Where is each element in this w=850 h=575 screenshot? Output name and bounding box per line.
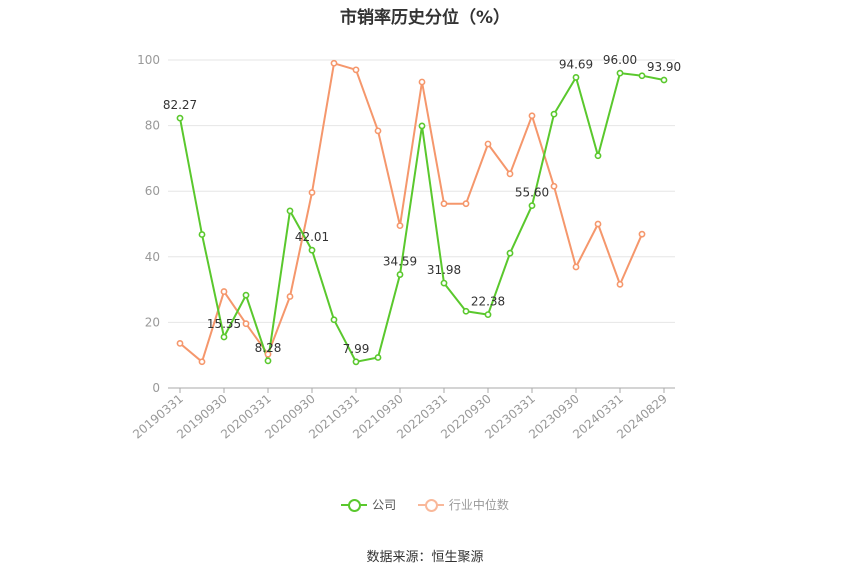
data-point [242,320,250,328]
data-point [176,114,184,122]
y-axis-ticks: 0 20 40 60 80 100 [137,53,160,395]
data-label: 42.01 [295,230,329,244]
data-point [528,202,536,210]
data-point [330,316,338,324]
data-point [264,357,272,365]
legend-item-company[interactable]: 公司 [341,496,396,513]
data-point [594,220,602,228]
data-point [616,280,624,288]
data-label: 22.38 [471,295,505,309]
data-point [198,231,206,238]
legend: 公司 行业中位数 [0,496,850,515]
data-point [374,127,382,135]
data-point [462,307,470,315]
data-label: 93.90 [647,60,681,74]
data-point [550,182,558,190]
data-point [616,69,624,77]
data-point [572,74,580,81]
data-point [352,66,360,74]
series-line-0 [179,72,665,363]
data-source: 数据来源：恒生聚源 [366,550,484,565]
series-line-1 [179,62,643,363]
data-point [638,230,646,238]
data-label: 34.59 [383,255,417,269]
y-tick-label: 0 [152,381,160,395]
y-tick-label: 80 [145,119,160,133]
data-point [418,78,426,86]
y-tick-label: 100 [137,53,160,67]
legend-company-label: 公司 [372,498,397,512]
data-label: 82.27 [163,98,197,112]
legend-industry-label: 行业中位数 [448,498,509,512]
data-point [352,358,360,366]
data-point [638,72,646,80]
legend-industry-marker-icon [417,498,444,512]
data-point [528,112,536,120]
data-point [484,311,492,318]
data-label: 94.69 [559,57,593,71]
y-tick-label: 40 [145,250,160,264]
data-label: 31.98 [427,263,461,277]
y-tick-label: 60 [145,184,160,198]
data-point [396,271,404,278]
data-point [264,350,272,358]
data-point [220,333,228,341]
data-point [176,339,184,347]
data-point [440,200,448,208]
x-axis: 2019033120190930202003312020093020210331… [130,387,675,442]
line-chart: 0 20 40 60 80 100 201903312019093020200331202… [130,53,681,442]
data-label: 15.55 [207,317,241,331]
data-label: 96.00 [603,53,637,67]
data-point [418,122,426,130]
series-points [176,59,668,366]
data-labels: 82.27 15.55 8.28 42.01 7.99 34.59 31.98 22.38 55… [163,53,681,356]
data-point [396,222,404,230]
data-point [484,140,492,148]
data-point [506,249,514,257]
legend-item-industry-median[interactable]: 行业中位数 [417,496,509,513]
data-point [286,207,294,215]
data-point [594,152,602,160]
data-point [572,263,580,271]
data-point [308,246,316,254]
chart-title: 市销率历史分位（%） [339,8,511,28]
data-point [462,200,470,208]
data-label: 8.28 [255,341,282,355]
grid-lines [168,59,675,323]
data-point [242,291,250,299]
data-point [330,59,338,67]
data-point [198,358,206,366]
data-point [220,288,228,295]
series-lines [179,62,665,363]
data-label: 55.60 [515,186,549,200]
data-label: 7.99 [343,342,370,356]
data-point [286,293,294,300]
legend-company-marker-icon [341,498,368,512]
data-point [660,76,668,84]
data-point [550,110,558,118]
data-point [440,279,448,287]
y-tick-label: 20 [145,315,160,329]
data-point [374,354,382,361]
data-point [308,189,316,196]
data-point [506,170,514,178]
